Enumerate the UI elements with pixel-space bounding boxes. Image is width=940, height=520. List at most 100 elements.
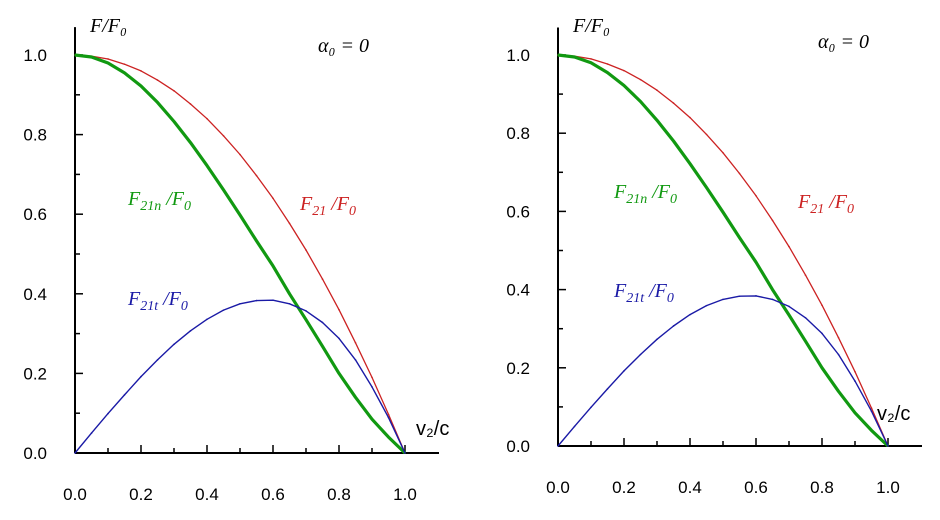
data-point (305, 310, 307, 312)
data-point (606, 63, 609, 65)
y-tick-label: 0.2 (506, 359, 530, 378)
chart-panel-1: 0.0 0.2 0.4 0.6 0.8 1.0 0.0 0.2 0.4 0.6 0.8 1.0 F21 … (23, 15, 449, 504)
y-axis-label: F/F₀ (572, 15, 610, 37)
data-point (338, 308, 340, 311)
data-point (387, 416, 390, 419)
series-line-F21-F0 (74, 54, 406, 454)
x-tick-label: 0.0 (63, 485, 87, 504)
data-point (722, 211, 724, 213)
data-point (90, 56, 93, 58)
x-tick-label: 0.4 (195, 485, 219, 504)
series-label: F21 /F0 (299, 193, 356, 219)
data-point (870, 410, 873, 413)
data-point (606, 71, 609, 74)
y-tick-label: 1.0 (506, 46, 530, 65)
data-point (173, 120, 175, 123)
data-point (189, 330, 192, 332)
data-point (255, 240, 258, 242)
data-point (140, 375, 142, 378)
data-point (672, 140, 675, 142)
data-point (90, 432, 93, 434)
x-tick-label: 0.8 (810, 478, 834, 497)
data-point (222, 309, 225, 311)
data-point (239, 214, 241, 216)
data-point (771, 219, 774, 222)
data-point (140, 70, 142, 72)
data-point (656, 119, 658, 122)
y-tick-label: 0.8 (23, 126, 47, 145)
data-point (788, 314, 790, 316)
data-point (107, 58, 109, 60)
y-tick-label: 0.8 (506, 124, 530, 143)
data-point (255, 174, 258, 177)
series-label: F21 /F0 (797, 191, 854, 217)
data-point (590, 62, 592, 64)
data-point (887, 445, 889, 447)
data-point (74, 452, 76, 454)
data-point (387, 436, 390, 438)
data-point (321, 278, 324, 280)
series-label: F21n /F0 (613, 181, 677, 207)
data-point (140, 85, 142, 87)
x-axis-label: v₂/c (877, 403, 910, 425)
y-axis-label: F/F₀ (89, 15, 127, 37)
data-point (272, 265, 274, 267)
data-point (305, 249, 307, 251)
data-point (771, 288, 774, 291)
data-point (354, 396, 357, 399)
series-line-F21t-F0 (74, 299, 406, 454)
data-point (672, 325, 675, 327)
data-point (854, 380, 856, 382)
y-tick-label: 0.2 (23, 364, 47, 383)
data-point (354, 359, 357, 361)
data-point (837, 353, 840, 356)
y-tick-label: 0.4 (23, 285, 47, 304)
data-point (590, 406, 592, 409)
data-point (639, 353, 642, 356)
data-point (387, 413, 390, 416)
data-point (107, 412, 109, 415)
data-point (689, 162, 691, 165)
series-line-F21n-F0 (557, 53, 890, 448)
data-point (788, 305, 790, 308)
data-point (239, 302, 241, 305)
data-point (837, 336, 840, 339)
series-line-F21n-F0 (74, 53, 407, 455)
data-point (288, 302, 291, 305)
data-point (705, 133, 708, 136)
data-point (173, 90, 175, 92)
data-point (338, 372, 340, 375)
x-tick-label: 0.2 (129, 485, 153, 504)
x-tick-label: 0.6 (261, 485, 285, 504)
y-tick-label: 0.0 (23, 444, 47, 463)
data-point (272, 299, 274, 301)
data-point (672, 102, 675, 104)
data-point (173, 343, 175, 346)
data-point (206, 164, 208, 167)
data-point (656, 89, 658, 91)
series-label: F21n /F0 (127, 188, 191, 214)
data-point (870, 429, 873, 432)
data-point (623, 84, 625, 87)
data-point (288, 293, 291, 295)
data-point (288, 222, 291, 225)
y-tick-label: 0.6 (23, 205, 47, 224)
data-point (371, 418, 373, 420)
data-point (354, 341, 357, 344)
data-point (755, 194, 757, 197)
data-point (804, 340, 807, 343)
data-point (156, 79, 159, 81)
data-point (557, 54, 559, 56)
data-point (404, 452, 406, 454)
data-point (738, 172, 741, 175)
x-tick-label: 0.8 (327, 485, 351, 504)
y-tick-label: 0.4 (506, 281, 530, 300)
data-point (189, 141, 192, 144)
data-point (255, 299, 258, 302)
data-point (156, 101, 159, 104)
data-point (870, 407, 873, 409)
data-point (755, 295, 757, 297)
data-point (107, 62, 109, 64)
data-point (854, 370, 856, 373)
data-point (821, 332, 823, 335)
